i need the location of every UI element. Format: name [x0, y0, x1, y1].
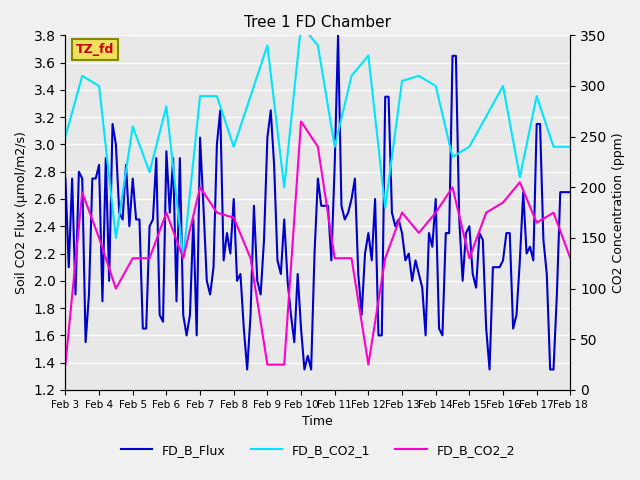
- FD_B_CO2_1: [196, 93, 204, 99]
- FD_B_Flux: [374, 333, 382, 338]
- FD_B_CO2_1: [297, 23, 305, 28]
- Line: FD_B_CO2_2: FD_B_CO2_2: [65, 121, 570, 365]
- FD_B_CO2_1: [146, 169, 154, 175]
- FD_B_CO2_2: [196, 184, 204, 190]
- FD_B_CO2_2: [314, 144, 322, 150]
- Y-axis label: Soil CO2 Flux (μmol/m2/s): Soil CO2 Flux (μmol/m2/s): [15, 131, 28, 294]
- FD_B_CO2_1: [348, 73, 355, 79]
- FD_B_CO2_2: [465, 255, 473, 261]
- FD_B_CO2_1: [449, 154, 456, 160]
- FD_B_CO2_2: [297, 119, 305, 124]
- FD_B_CO2_1: [533, 93, 541, 99]
- FD_B_CO2_1: [314, 43, 322, 48]
- FD_B_CO2_2: [61, 362, 69, 368]
- FD_B_CO2_2: [246, 255, 254, 261]
- FD_B_CO2_2: [163, 210, 170, 216]
- FD_B_CO2_2: [129, 255, 136, 261]
- FD_B_CO2_2: [280, 362, 288, 368]
- FD_B_CO2_2: [146, 255, 154, 261]
- Y-axis label: CO2 Concentration (ppm): CO2 Concentration (ppm): [612, 132, 625, 293]
- Title: Tree 1 FD Chamber: Tree 1 FD Chamber: [244, 15, 392, 30]
- FD_B_CO2_1: [280, 184, 288, 190]
- FD_B_CO2_1: [331, 144, 339, 150]
- FD_B_CO2_2: [213, 210, 221, 216]
- FD_B_CO2_1: [129, 124, 136, 130]
- FD_B_CO2_1: [516, 174, 524, 180]
- FD_B_CO2_1: [112, 235, 120, 241]
- FD_B_CO2_2: [449, 184, 456, 190]
- FD_B_CO2_2: [78, 190, 86, 195]
- FD_B_CO2_1: [213, 93, 221, 99]
- FD_B_CO2_1: [483, 113, 490, 119]
- FD_B_Flux: [334, 33, 342, 38]
- X-axis label: Time: Time: [303, 415, 333, 428]
- FD_B_CO2_2: [348, 255, 355, 261]
- FD_B_Flux: [240, 326, 248, 332]
- FD_B_CO2_1: [432, 83, 440, 89]
- FD_B_Flux: [563, 189, 571, 195]
- FD_B_CO2_2: [95, 235, 103, 241]
- FD_B_CO2_1: [61, 134, 69, 140]
- FD_B_CO2_1: [365, 53, 372, 59]
- FD_B_CO2_2: [230, 215, 237, 221]
- FD_B_CO2_2: [331, 255, 339, 261]
- FD_B_CO2_1: [381, 204, 389, 210]
- FD_B_CO2_2: [365, 362, 372, 368]
- FD_B_CO2_1: [179, 255, 187, 261]
- FD_B_CO2_2: [381, 255, 389, 261]
- FD_B_CO2_2: [398, 210, 406, 216]
- FD_B_CO2_1: [264, 43, 271, 48]
- FD_B_CO2_2: [550, 210, 557, 216]
- FD_B_Flux: [388, 210, 396, 216]
- FD_B_Flux: [422, 333, 429, 338]
- FD_B_CO2_1: [230, 144, 237, 150]
- FD_B_CO2_1: [499, 83, 507, 89]
- FD_B_CO2_2: [533, 220, 541, 226]
- FD_B_CO2_2: [516, 180, 524, 185]
- FD_B_CO2_1: [415, 73, 422, 79]
- Line: FD_B_Flux: FD_B_Flux: [65, 36, 570, 370]
- Legend: FD_B_Flux, FD_B_CO2_1, FD_B_CO2_2: FD_B_Flux, FD_B_CO2_1, FD_B_CO2_2: [116, 439, 520, 462]
- FD_B_CO2_1: [566, 144, 574, 150]
- FD_B_CO2_2: [432, 210, 440, 216]
- FD_B_CO2_1: [95, 83, 103, 89]
- FD_B_CO2_2: [483, 210, 490, 216]
- FD_B_CO2_1: [78, 73, 86, 79]
- FD_B_CO2_2: [499, 200, 507, 205]
- FD_B_CO2_2: [112, 286, 120, 291]
- FD_B_CO2_2: [179, 255, 187, 261]
- Text: TZ_fd: TZ_fd: [76, 43, 114, 56]
- FD_B_CO2_1: [465, 144, 473, 150]
- FD_B_Flux: [61, 176, 69, 181]
- FD_B_CO2_1: [246, 93, 254, 99]
- FD_B_CO2_2: [566, 255, 574, 261]
- FD_B_CO2_1: [398, 78, 406, 84]
- Line: FD_B_CO2_1: FD_B_CO2_1: [65, 25, 570, 258]
- FD_B_CO2_2: [264, 362, 271, 368]
- FD_B_Flux: [310, 251, 318, 256]
- FD_B_CO2_1: [550, 144, 557, 150]
- FD_B_Flux: [566, 189, 574, 195]
- FD_B_CO2_1: [163, 103, 170, 109]
- FD_B_Flux: [243, 367, 251, 372]
- FD_B_CO2_2: [415, 230, 422, 236]
